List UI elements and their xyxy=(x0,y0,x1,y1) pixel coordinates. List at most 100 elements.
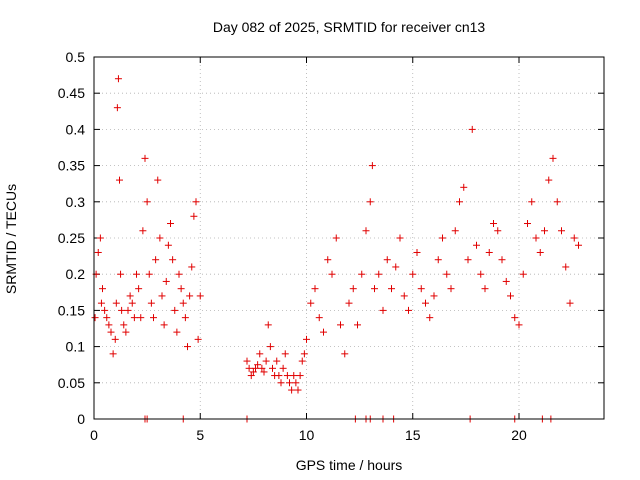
data-point xyxy=(288,386,296,394)
data-point xyxy=(122,328,130,336)
data-point xyxy=(281,350,289,358)
data-point xyxy=(256,350,264,358)
data-point xyxy=(117,270,125,278)
y-tick-label: 0.3 xyxy=(66,194,86,210)
data-point xyxy=(439,234,446,242)
data-point xyxy=(422,299,429,307)
data-point xyxy=(417,285,425,293)
data-point xyxy=(158,292,166,300)
data-point xyxy=(358,270,366,278)
data-point xyxy=(101,306,109,314)
data-point xyxy=(126,292,134,300)
data-point xyxy=(519,270,527,278)
data-point xyxy=(494,227,502,235)
data-point xyxy=(451,227,459,235)
data-point xyxy=(413,248,421,256)
data-point xyxy=(97,299,105,307)
data-point xyxy=(345,299,353,307)
data-point xyxy=(196,292,204,300)
data-point xyxy=(177,285,185,293)
data-point xyxy=(114,75,122,83)
plot-frame xyxy=(93,56,605,420)
data-point xyxy=(426,314,434,322)
data-point xyxy=(162,277,170,285)
data-point xyxy=(300,350,308,358)
data-point xyxy=(366,198,374,206)
data-point xyxy=(558,227,565,235)
data-point xyxy=(498,256,506,264)
data-point xyxy=(562,263,570,271)
data-point xyxy=(91,314,99,322)
data-point xyxy=(192,198,200,206)
data-point xyxy=(566,299,574,307)
data-point xyxy=(194,335,202,343)
data-marks xyxy=(91,75,582,423)
data-point xyxy=(532,234,540,242)
data-point xyxy=(112,299,120,307)
data-point xyxy=(143,198,151,206)
data-point xyxy=(113,104,121,112)
data-point xyxy=(443,270,451,278)
y-tick-label: 0.25 xyxy=(58,230,85,246)
data-point xyxy=(392,263,400,271)
data-point xyxy=(147,299,155,307)
data-point xyxy=(375,270,383,278)
data-point xyxy=(490,220,497,228)
data-point xyxy=(245,364,253,372)
data-point xyxy=(173,328,181,336)
x-tick-label: 5 xyxy=(196,427,204,443)
data-point xyxy=(107,328,115,336)
data-point xyxy=(133,270,140,278)
data-point xyxy=(507,292,514,300)
y-tick-label: 0.05 xyxy=(58,375,85,391)
data-point xyxy=(277,379,285,387)
data-point xyxy=(409,270,417,278)
data-point xyxy=(456,198,463,206)
y-tick-label: 0.45 xyxy=(58,85,85,101)
data-point xyxy=(167,220,174,228)
data-point xyxy=(254,361,262,369)
data-point xyxy=(303,335,310,343)
data-point xyxy=(152,256,160,264)
data-point xyxy=(279,364,287,372)
data-point xyxy=(156,234,164,242)
grid xyxy=(94,57,604,419)
data-point xyxy=(294,386,302,394)
data-point xyxy=(396,234,404,242)
data-point xyxy=(139,227,147,235)
data-point xyxy=(128,299,136,307)
y-tick-label: 0.35 xyxy=(58,158,85,174)
data-point xyxy=(524,220,531,228)
data-point xyxy=(262,357,270,365)
data-point xyxy=(290,372,298,380)
data-point xyxy=(383,256,391,264)
data-point xyxy=(260,368,268,376)
data-point xyxy=(171,306,179,314)
data-point xyxy=(154,176,162,184)
data-point xyxy=(511,314,519,322)
data-point xyxy=(388,285,395,293)
data-point xyxy=(575,241,582,249)
data-point xyxy=(332,234,340,242)
data-point xyxy=(502,277,510,285)
ticks: 0 0.05 0.1 0.15 0.2 0.25 0.3 0.35 0.4 0.45 0.5 0 5 10… xyxy=(58,49,604,443)
data-point xyxy=(296,372,304,380)
x-axis-label: GPS time / hours xyxy=(296,457,403,473)
data-point xyxy=(405,306,412,314)
y-tick-label: 0.5 xyxy=(66,49,86,65)
data-point xyxy=(184,343,191,351)
data-point xyxy=(105,321,113,329)
y-tick-label: 0.2 xyxy=(66,266,86,282)
data-point xyxy=(536,248,544,256)
data-point xyxy=(116,176,123,184)
data-point xyxy=(243,357,251,365)
data-point xyxy=(249,368,257,376)
data-point xyxy=(190,212,198,220)
data-point xyxy=(111,335,119,343)
data-point xyxy=(311,285,319,293)
x-tick-label: 15 xyxy=(405,427,421,443)
data-point xyxy=(283,372,291,380)
data-point xyxy=(477,270,485,278)
x-tick-label: 20 xyxy=(511,427,527,443)
data-point xyxy=(337,321,344,329)
